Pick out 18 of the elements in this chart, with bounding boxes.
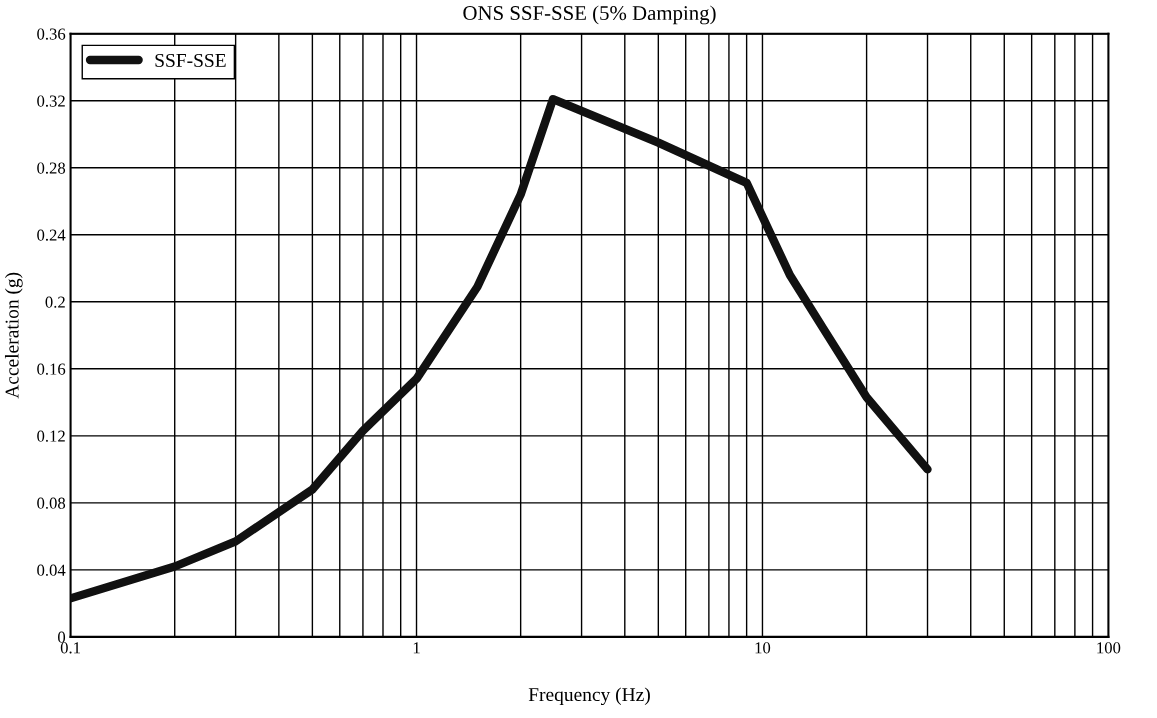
y-tick-label: 0.28	[37, 162, 66, 174]
y-tick-label: 0.32	[37, 95, 65, 107]
y-tick-label: 0	[58, 631, 66, 643]
x-tick-label: 1	[413, 642, 420, 654]
y-tick-label: 0.12	[37, 430, 65, 442]
x-tick-label: 10	[755, 642, 771, 654]
y-tick-label: 0.16	[37, 363, 66, 375]
x-axis-title: Frequency (Hz)	[528, 687, 650, 706]
y-tick-label: 0.04	[37, 564, 66, 576]
y-tick-label: 0.24	[37, 229, 66, 241]
y-tick-label: 0.36	[37, 28, 66, 40]
x-tick-label: 0.1	[60, 642, 80, 654]
legend-label: SSF-SSE	[155, 53, 226, 67]
y-axis-title: Acceleration (g)	[4, 272, 23, 399]
y-tick-label: 0.2	[45, 296, 65, 308]
chart-title: ONS SSF-SSE (5% Damping)	[463, 5, 716, 25]
y-tick-label: 0.08	[37, 497, 66, 509]
x-tick-label: 100	[1097, 642, 1121, 654]
